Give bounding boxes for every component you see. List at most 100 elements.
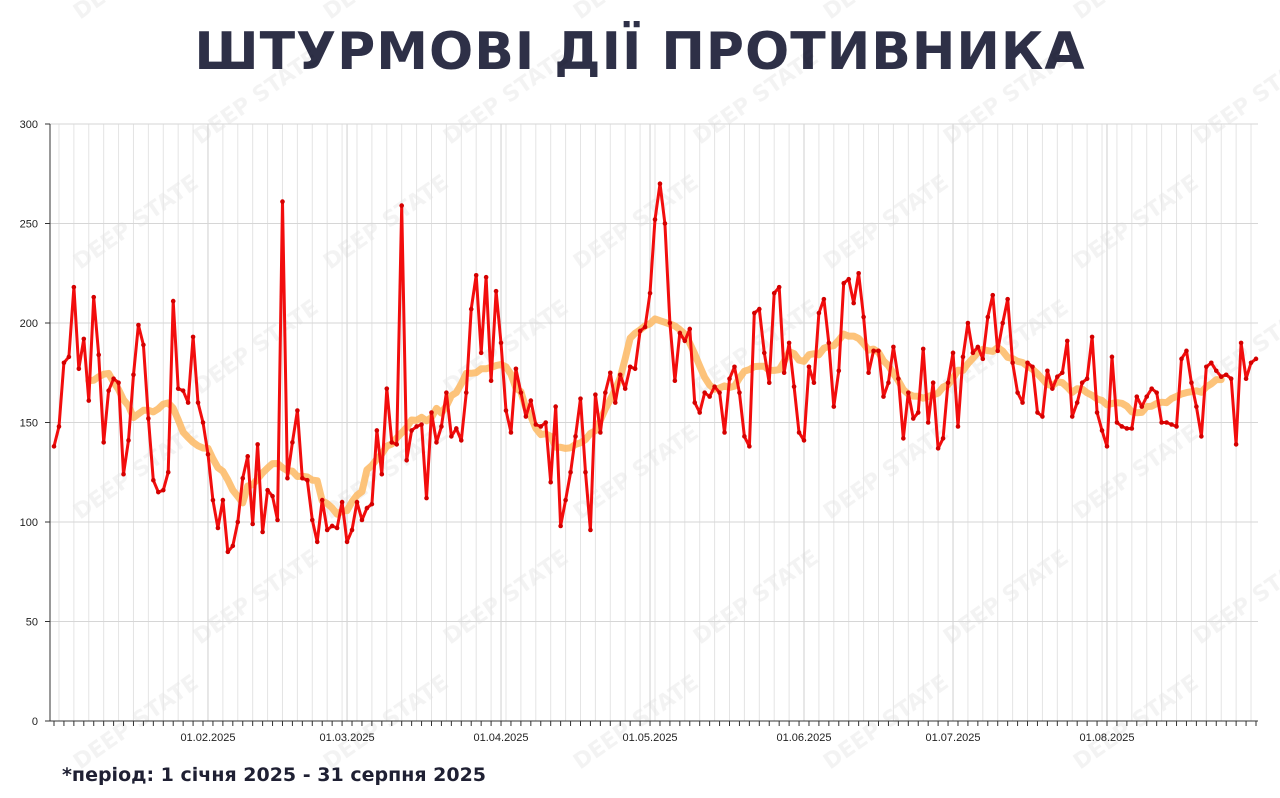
data-point xyxy=(1179,356,1184,362)
data-point xyxy=(1134,394,1140,399)
data-point xyxy=(563,497,568,503)
period-footnote: *період: 1 січня 2025 - 31 серпня 2025 xyxy=(62,764,487,786)
data-point xyxy=(727,376,732,382)
data-point xyxy=(116,380,121,386)
data-point xyxy=(518,390,524,395)
y-tick-label: 300 xyxy=(20,119,38,131)
data-point xyxy=(434,440,439,445)
data-point xyxy=(985,314,991,320)
data-point xyxy=(414,424,419,429)
y-tick-label: 50 xyxy=(26,617,38,629)
data-point xyxy=(722,430,727,435)
data-point xyxy=(1059,370,1065,376)
data-point xyxy=(156,489,161,495)
data-point xyxy=(816,310,822,316)
data-point xyxy=(1045,368,1050,374)
data-point xyxy=(712,384,717,389)
data-point xyxy=(1169,422,1174,427)
data-point xyxy=(1243,376,1249,382)
data-point xyxy=(1005,296,1010,302)
data-point xyxy=(757,306,762,312)
data-point xyxy=(970,350,976,356)
data-point xyxy=(439,424,444,429)
data-point xyxy=(210,497,216,503)
data-point xyxy=(1015,390,1020,395)
data-point xyxy=(329,523,335,529)
data-point xyxy=(190,334,196,340)
data-point xyxy=(697,410,703,415)
data-point xyxy=(593,392,598,397)
watermark-text: DEEP STATE xyxy=(1069,420,1203,525)
data-point xyxy=(1114,420,1120,425)
data-point xyxy=(429,410,434,415)
data-point xyxy=(300,475,305,481)
data-point xyxy=(955,424,961,429)
data-point xyxy=(245,454,251,459)
data-point xyxy=(1218,374,1224,380)
data-point xyxy=(732,364,737,370)
data-point xyxy=(851,300,856,306)
data-point xyxy=(1144,394,1150,399)
data-point xyxy=(468,306,474,312)
data-point xyxy=(945,380,951,386)
data-point xyxy=(225,549,231,555)
data-point xyxy=(766,380,772,386)
data-point xyxy=(652,217,658,222)
data-point xyxy=(1149,386,1154,391)
data-point xyxy=(1124,426,1130,431)
data-point xyxy=(990,292,996,298)
data-point xyxy=(761,350,767,356)
data-point xyxy=(1204,364,1209,370)
data-point xyxy=(1233,442,1239,447)
data-point xyxy=(1194,404,1199,409)
data-point xyxy=(1223,372,1229,378)
data-point xyxy=(319,497,325,503)
data-point xyxy=(265,487,270,493)
y-tick-label: 100 xyxy=(20,517,38,529)
data-point xyxy=(205,452,211,457)
data-point xyxy=(662,221,668,226)
data-point xyxy=(483,274,489,280)
data-point xyxy=(101,440,106,445)
watermark-text: DEEP STATE xyxy=(69,0,203,25)
data-point xyxy=(533,422,539,427)
data-point xyxy=(76,366,82,372)
data-point xyxy=(1238,340,1244,346)
data-point xyxy=(339,499,345,505)
data-point xyxy=(369,501,375,507)
data-point xyxy=(498,340,504,346)
data-point xyxy=(538,424,544,429)
data-point xyxy=(752,310,757,316)
chart-title: ШТУРМОВІ ДІЇ ПРОТИВНИКА xyxy=(194,22,1086,82)
data-point xyxy=(260,529,265,535)
x-tick-label: 01.07.2025 xyxy=(925,732,980,744)
data-point xyxy=(344,539,350,545)
data-point xyxy=(1174,424,1179,429)
watermark-text: DEEP STATE xyxy=(819,170,953,275)
data-point xyxy=(126,438,131,443)
data-point xyxy=(965,320,971,326)
data-point xyxy=(573,434,578,439)
data-point xyxy=(295,408,300,413)
data-point xyxy=(131,372,136,378)
data-point xyxy=(612,400,618,405)
data-point xyxy=(1040,414,1045,419)
data-point xyxy=(324,527,330,533)
x-tick-label: 01.02.2025 xyxy=(180,732,235,744)
watermark-text: DEEP STATE xyxy=(189,45,323,150)
data-point xyxy=(771,290,777,296)
data-point xyxy=(96,352,102,358)
data-point xyxy=(364,505,370,511)
watermark-text: DEEP STATE xyxy=(569,170,703,275)
data-point xyxy=(473,272,479,278)
data-point xyxy=(940,436,946,441)
data-point xyxy=(175,386,181,391)
data-point xyxy=(151,477,156,483)
data-point xyxy=(692,400,698,405)
data-point xyxy=(215,525,221,531)
data-point xyxy=(702,390,707,395)
data-point xyxy=(81,336,87,342)
data-point xyxy=(627,364,633,370)
data-point xyxy=(1030,364,1035,370)
